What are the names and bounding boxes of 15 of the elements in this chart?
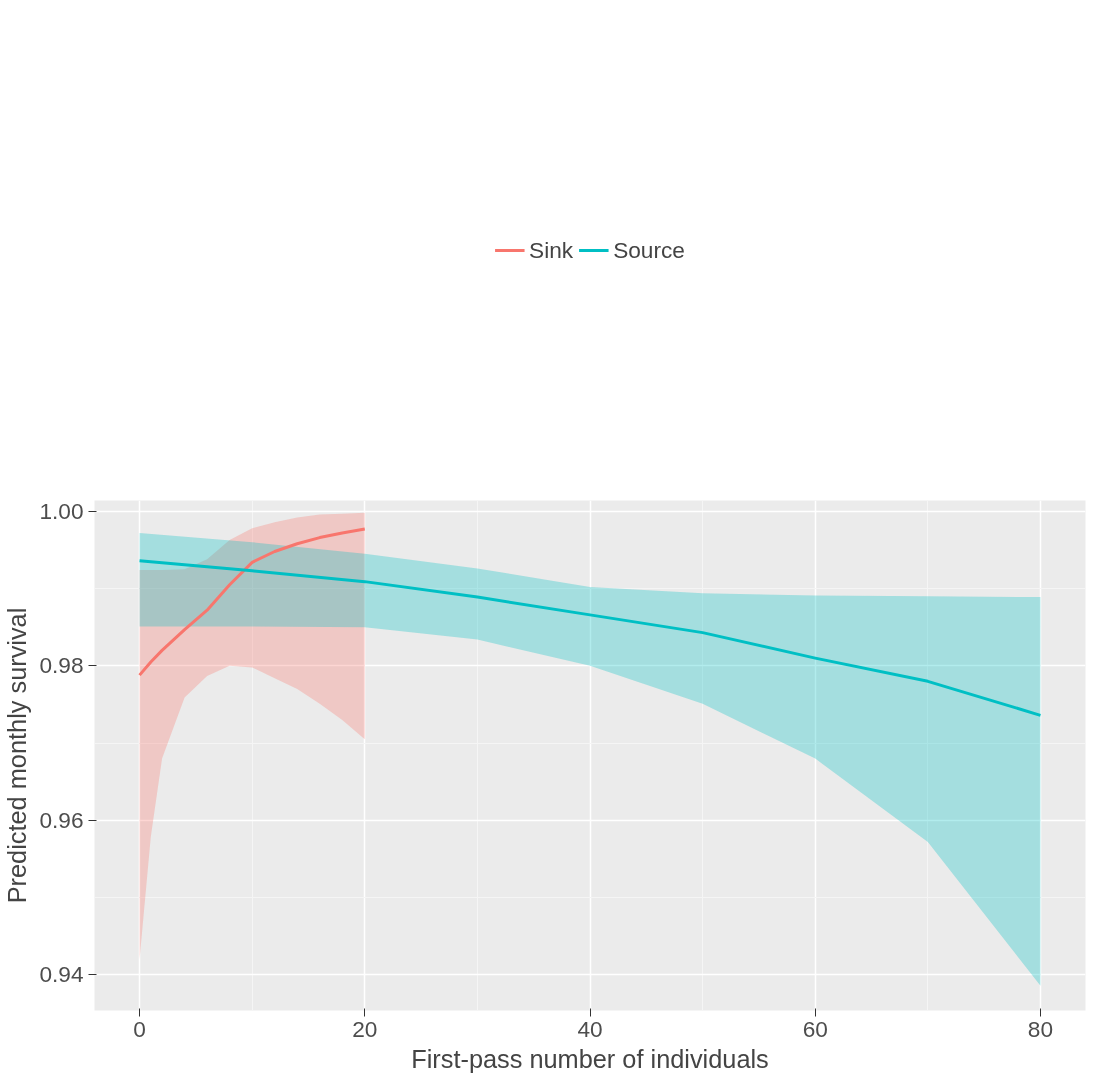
x-axis-title: First-pass number of individuals [411, 1044, 769, 1073]
x-tick-label: 40 [577, 1015, 603, 1042]
y-tick-label: 0.94 [39, 961, 84, 988]
y-tick-label: 0.98 [39, 652, 84, 679]
line-series [138, 559, 1042, 717]
y-tick-label: 0.96 [39, 806, 84, 833]
y-tick-label: 1.00 [39, 497, 84, 524]
x-tick-label: 20 [352, 1015, 378, 1042]
legend-label: Source [613, 236, 685, 264]
x-tick-label: 60 [802, 1015, 828, 1042]
x-tick-label: 0 [133, 1015, 146, 1042]
legend-label: Sink [529, 236, 574, 264]
line-series [138, 527, 367, 677]
y-axis-title: Predicted monthly survival [3, 607, 32, 904]
x-tick-label: 80 [1027, 1015, 1054, 1042]
